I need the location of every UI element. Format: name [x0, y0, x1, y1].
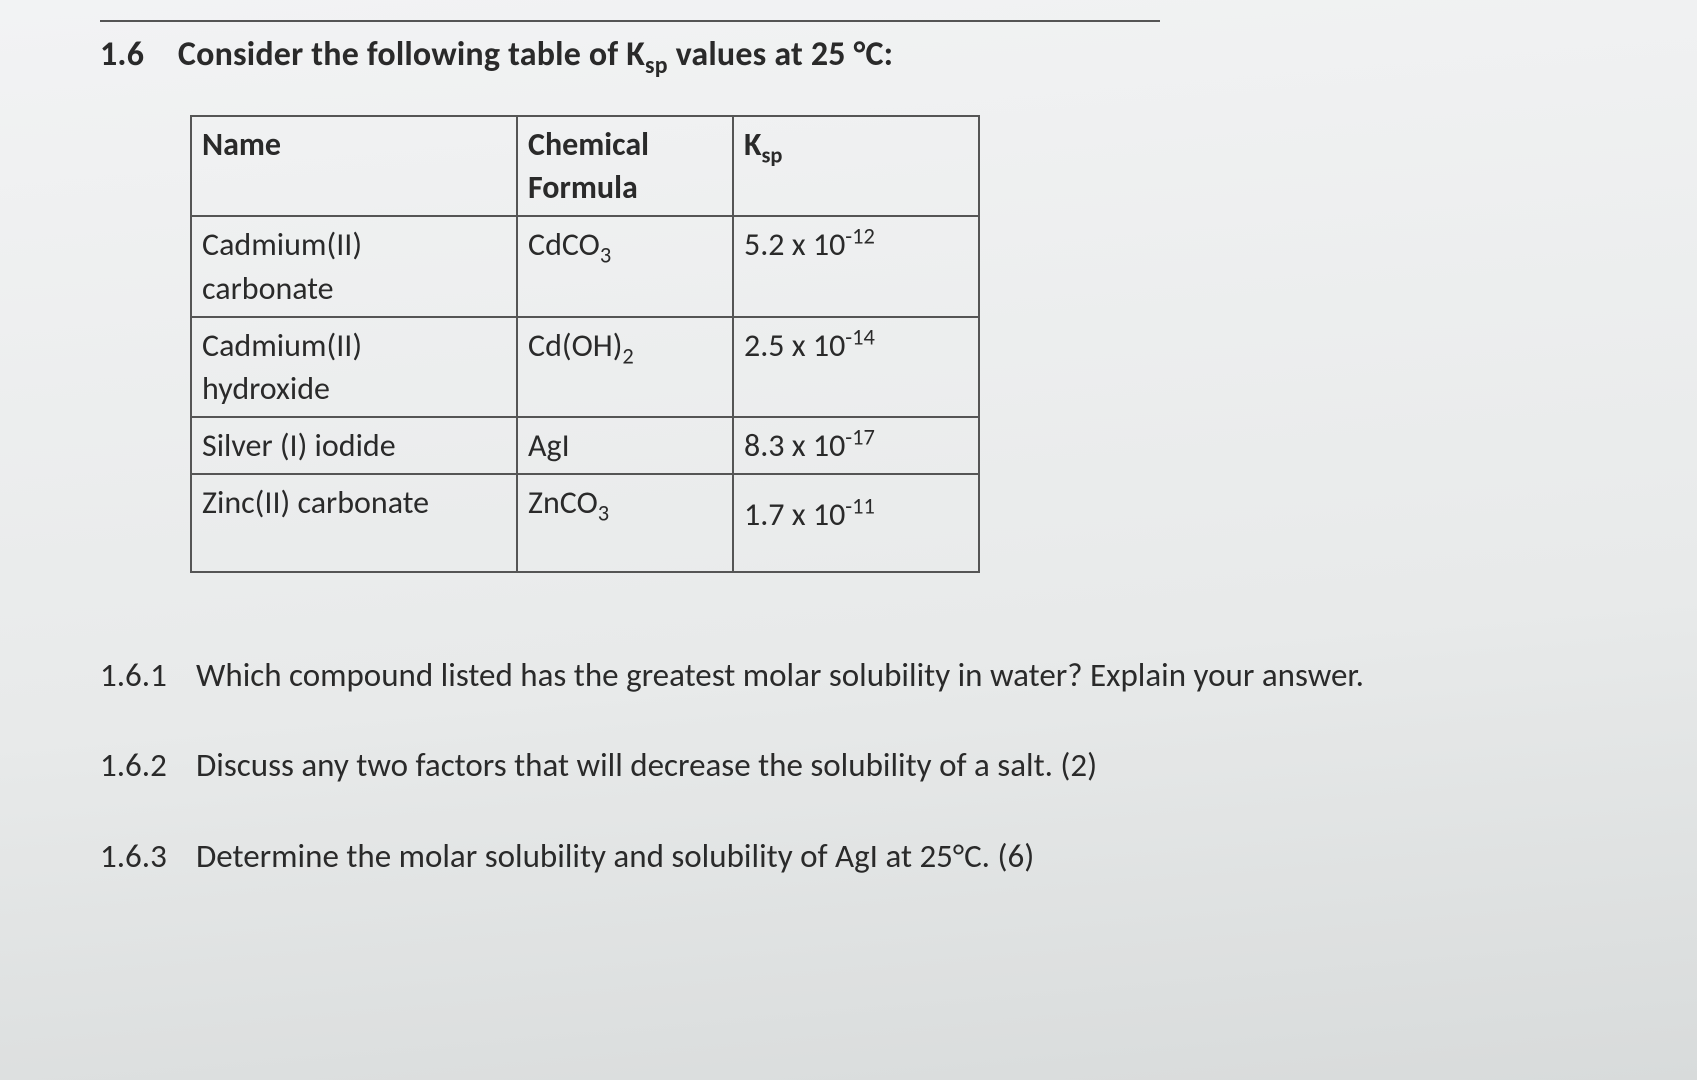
subquestion-number: 1.6.3: [100, 834, 196, 879]
subquestion-number: 1.6.2: [100, 743, 196, 788]
subquestion-number: 1.6.1: [100, 653, 196, 698]
table-row: Silver (I) iodideAgI8.3 x 10-17: [191, 417, 979, 474]
page: 1.6 Consider the following table of Ksp …: [0, 0, 1697, 878]
subquestion: 1.6.2Discuss any two factors that will d…: [100, 743, 1667, 788]
top-rule: [100, 20, 1160, 22]
table-row: Cadmium(II)carbonateCdCO35.2 x 10-12: [191, 216, 979, 316]
col-header-chemical: ChemicalFormula: [517, 116, 733, 216]
subquestion: 1.6.1Which compound listed has the great…: [100, 653, 1667, 698]
cell-ksp: 5.2 x 10-12: [733, 216, 979, 316]
cell-ksp: 8.3 x 10-17: [733, 417, 979, 474]
question-number: 1.6: [100, 34, 170, 75]
subquestion-text: Which compound listed has the greatest m…: [196, 653, 1667, 698]
table-row: Zinc(II) carbonateZnCO31.7 x 10-11: [191, 474, 979, 571]
table-body: Cadmium(II)carbonateCdCO35.2 x 10-12Cadm…: [191, 216, 979, 571]
subquestion: 1.6.3Determine the molar solubility and …: [100, 834, 1667, 879]
cell-chemical: ZnCO3: [517, 474, 733, 571]
subquestions: 1.6.1Which compound listed has the great…: [100, 653, 1667, 879]
cell-chemical: AgI: [517, 417, 733, 474]
subquestion-text: Determine the molar solubility and solub…: [196, 834, 1667, 879]
question-prompt: 1.6 Consider the following table of Ksp …: [100, 34, 1667, 75]
cell-name: Cadmium(II)carbonate: [191, 216, 517, 316]
cell-name: Zinc(II) carbonate: [191, 474, 517, 571]
col-header-name: Name: [191, 116, 517, 216]
table-header-row: Name ChemicalFormula Ksp: [191, 116, 979, 216]
cell-ksp: 1.7 x 10-11: [733, 474, 979, 571]
col-header-ksp: Ksp: [733, 116, 979, 216]
cell-chemical: Cd(OH)2: [517, 317, 733, 417]
cell-chemical: CdCO3: [517, 216, 733, 316]
subquestion-text: Discuss any two factors that will decrea…: [196, 743, 1667, 788]
table-row: Cadmium(II)hydroxideCd(OH)22.5 x 10-14: [191, 317, 979, 417]
cell-name: Silver (I) iodide: [191, 417, 517, 474]
ksp-table: Name ChemicalFormula Ksp Cadmium(II)carb…: [190, 115, 980, 573]
question-text: Consider the following table of Ksp valu…: [178, 34, 893, 75]
cell-ksp: 2.5 x 10-14: [733, 317, 979, 417]
cell-name: Cadmium(II)hydroxide: [191, 317, 517, 417]
ksp-table-wrap: Name ChemicalFormula Ksp Cadmium(II)carb…: [190, 115, 1667, 573]
